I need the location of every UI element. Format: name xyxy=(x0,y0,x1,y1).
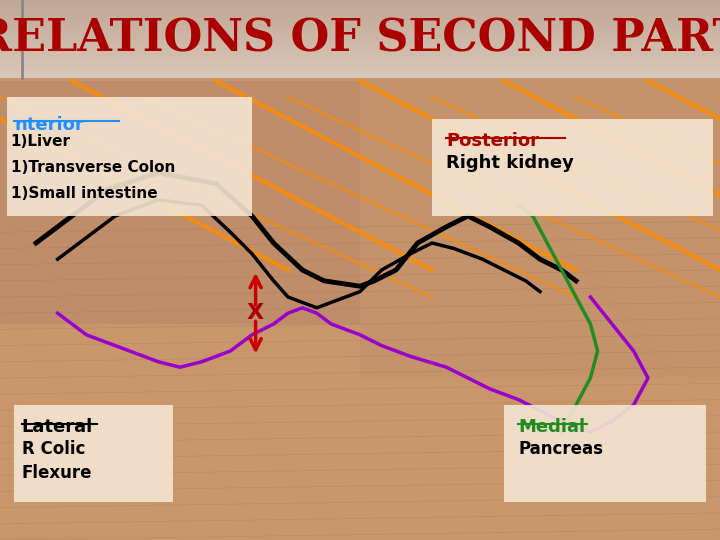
Bar xyxy=(504,405,706,502)
Bar xyxy=(0,43,720,44)
Bar xyxy=(0,78,720,540)
Bar xyxy=(0,28,720,29)
Bar xyxy=(0,15,720,16)
Bar xyxy=(0,65,720,66)
Bar xyxy=(0,75,720,76)
Bar xyxy=(0,40,720,42)
Bar xyxy=(360,81,720,378)
Bar xyxy=(0,53,720,54)
Bar xyxy=(0,36,720,37)
Bar xyxy=(0,12,720,14)
Text: RELATIONS OF SECOND PART: RELATIONS OF SECOND PART xyxy=(0,18,720,60)
Bar xyxy=(0,14,720,15)
Bar xyxy=(0,11,720,12)
Bar xyxy=(0,70,720,71)
Bar xyxy=(0,6,720,7)
Bar xyxy=(0,56,720,57)
Bar xyxy=(0,58,720,59)
Bar xyxy=(0,32,720,33)
Bar xyxy=(0,16,720,17)
Bar xyxy=(0,17,720,18)
Bar xyxy=(0,71,720,72)
Bar xyxy=(0,77,720,78)
Bar xyxy=(0,0,720,1)
Bar xyxy=(0,51,720,52)
Bar xyxy=(0,5,720,6)
Bar xyxy=(0,10,720,11)
Bar xyxy=(0,64,720,65)
Bar xyxy=(0,7,720,8)
Bar xyxy=(0,24,720,25)
Bar xyxy=(0,21,720,22)
Bar xyxy=(0,59,720,60)
Bar xyxy=(0,30,720,31)
Text: Posterior: Posterior xyxy=(446,132,539,150)
Bar xyxy=(0,29,720,30)
Text: Lateral: Lateral xyxy=(22,418,93,436)
Bar xyxy=(0,35,720,36)
Bar xyxy=(0,22,720,23)
Bar xyxy=(0,73,720,75)
Bar xyxy=(0,49,720,50)
Text: X: X xyxy=(247,303,264,323)
Bar xyxy=(432,119,713,216)
Bar xyxy=(0,4,720,5)
Bar xyxy=(14,405,173,502)
Bar xyxy=(0,39,720,40)
Bar xyxy=(0,52,720,53)
Bar xyxy=(0,42,720,43)
Bar xyxy=(0,26,720,28)
Bar xyxy=(0,38,720,39)
Bar xyxy=(0,60,720,61)
Bar xyxy=(0,46,720,47)
Text: R Colic: R Colic xyxy=(22,440,85,458)
Bar xyxy=(0,44,720,45)
Bar xyxy=(0,23,720,24)
Bar xyxy=(0,68,720,69)
Text: Pancreas: Pancreas xyxy=(518,440,603,458)
Bar xyxy=(0,8,720,9)
Bar xyxy=(0,63,720,64)
Bar xyxy=(0,25,720,26)
Bar xyxy=(0,55,720,56)
Bar xyxy=(0,76,720,77)
Bar xyxy=(0,57,720,58)
Bar xyxy=(0,9,720,10)
Text: 1)Liver: 1)Liver xyxy=(11,134,71,149)
Bar xyxy=(0,72,720,73)
Bar xyxy=(0,62,720,63)
Bar xyxy=(0,31,720,32)
Text: 1)Small intestine: 1)Small intestine xyxy=(11,186,158,201)
Text: Medial: Medial xyxy=(518,418,585,436)
Text: 1)Transverse Colon: 1)Transverse Colon xyxy=(11,160,175,175)
Text: Flexure: Flexure xyxy=(22,464,92,482)
Bar xyxy=(0,54,720,55)
Bar xyxy=(0,18,720,19)
Bar xyxy=(0,2,720,3)
Text: Right kidney: Right kidney xyxy=(446,154,575,172)
Bar xyxy=(0,81,360,324)
Bar xyxy=(0,61,720,62)
Bar xyxy=(0,1,720,2)
Bar xyxy=(0,33,720,35)
Bar xyxy=(0,48,720,49)
Bar xyxy=(0,69,720,70)
Bar xyxy=(0,47,720,48)
Bar xyxy=(0,50,720,51)
Bar xyxy=(0,19,720,21)
Bar xyxy=(7,97,252,216)
Bar xyxy=(0,45,720,46)
Bar xyxy=(0,66,720,68)
Bar xyxy=(0,3,720,4)
Bar xyxy=(0,37,720,38)
Text: nterior: nterior xyxy=(14,116,84,134)
